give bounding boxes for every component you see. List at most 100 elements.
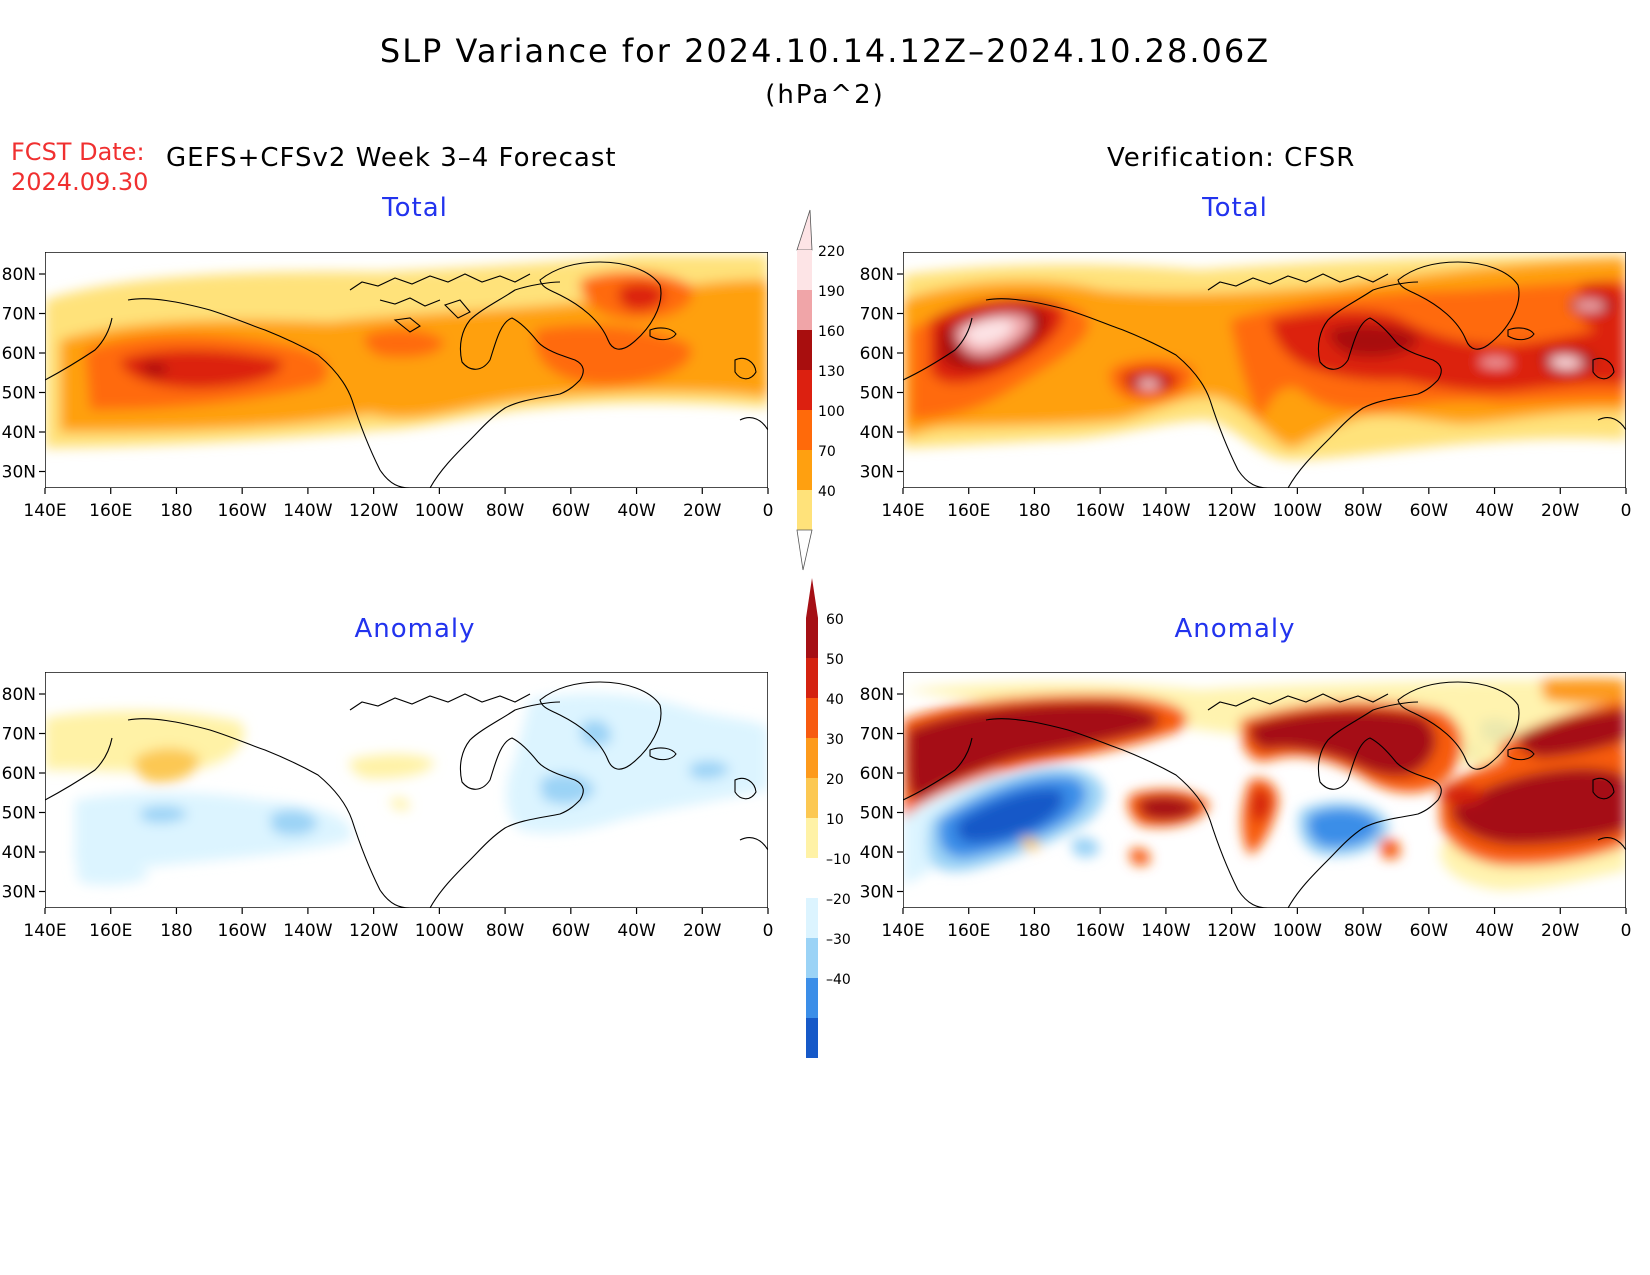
colorbar-swatch: [806, 738, 818, 778]
colorbar-swatch: [797, 290, 812, 330]
lon-tick-label: 80W: [1344, 921, 1383, 941]
lon-tick-label: 180: [1018, 501, 1050, 521]
lon-tick-label: 80W: [1344, 501, 1383, 521]
colorbar-swatch: [806, 858, 818, 898]
lon-tick-label: 140W: [1141, 501, 1190, 521]
colorbar-swatch: [806, 978, 818, 1018]
verif-anomaly-map: [903, 672, 1626, 908]
lat-tick-label: 80N: [2, 265, 36, 285]
lon-tick-label: 140E: [881, 501, 924, 521]
verif-anomaly-title: Anomaly: [1174, 614, 1296, 644]
lon-tick-label: 100W: [1273, 921, 1322, 941]
colorbar-label: 50: [826, 652, 844, 668]
lat-tick-label: 40N: [860, 423, 894, 443]
lon-tick-label: 160W: [1076, 501, 1125, 521]
lon-tick-label: 60W: [552, 501, 591, 521]
lat-tick-label: 70N: [860, 725, 894, 745]
axis-tick-labels: 140E 160E 180 160W 140W 120W 100W 80W 60W 40W 20W 0…: [2, 265, 1632, 941]
coastlines: [45, 681, 768, 908]
lon-tick-label: 20W: [1541, 921, 1580, 941]
colorbar-label: 220: [818, 244, 845, 260]
colorbar-label: 160: [818, 324, 845, 340]
fcst-total-map: [45, 252, 768, 488]
lat-tick-label: 30N: [860, 883, 894, 903]
lat-tick-label: 60N: [2, 764, 36, 784]
fcst-date-label: FCST Date:: [11, 138, 145, 166]
lon-tick-label: 100W: [1273, 501, 1322, 521]
colorbar-cap-bottom: [796, 529, 813, 571]
colorbar-swatch: [806, 778, 818, 818]
lat-tick-label: 40N: [2, 423, 36, 443]
lon-tick-label: 160E: [947, 921, 990, 941]
verif-total-title: Total: [1202, 193, 1268, 223]
colorbar-swatch: [806, 618, 818, 658]
lon-tick-label: 20W: [683, 501, 722, 521]
colorbar-cap-top: [806, 578, 818, 618]
lon-tick-label: 40W: [1475, 921, 1514, 941]
lon-tick-label: 160W: [218, 501, 267, 521]
lat-tick-label: 30N: [860, 463, 894, 483]
colorbar-swatch: [806, 938, 818, 978]
lat-tick-label: 50N: [2, 384, 36, 404]
lon-tick-label: 20W: [1541, 501, 1580, 521]
lat-tick-label: 50N: [860, 804, 894, 824]
lon-tick-label: 100W: [415, 921, 464, 941]
lon-tick-label: 160E: [89, 921, 132, 941]
coastlines: [903, 261, 1626, 488]
lat-tick-label: 70N: [2, 725, 36, 745]
lon-tick-label: 40W: [617, 501, 656, 521]
lon-tick-label: 0: [1621, 501, 1632, 521]
lat-tick-label: 60N: [860, 344, 894, 364]
colorbar-label: 60: [826, 612, 844, 628]
lon-tick-label: 0: [763, 501, 774, 521]
lon-tick-label: 60W: [1410, 501, 1449, 521]
lat-tick-label: 30N: [2, 463, 36, 483]
lon-tick-label: 160W: [1076, 921, 1125, 941]
lon-tick-label: 120W: [349, 921, 398, 941]
lon-tick-label: 140W: [1141, 921, 1190, 941]
colorbar-label: –10: [826, 852, 851, 868]
colorbar-label: –30: [826, 932, 851, 948]
colorbar-label: 10: [826, 812, 844, 828]
lat-tick-label: 70N: [860, 305, 894, 325]
lon-tick-label: 120W: [1207, 921, 1256, 941]
colorbar-label: 20: [826, 772, 844, 788]
lon-tick-label: 0: [1621, 921, 1632, 941]
lon-tick-label: 80W: [486, 501, 525, 521]
lon-tick-label: 140W: [283, 501, 332, 521]
colorbar-label: –20: [826, 892, 851, 908]
lat-tick-label: 80N: [860, 265, 894, 285]
lon-tick-label: 60W: [1410, 921, 1449, 941]
units-label: (hPa^2): [765, 80, 885, 110]
colorbar-swatch: [797, 450, 812, 490]
verification-header: Verification: CFSR: [1107, 143, 1356, 173]
colorbar-label: 130: [818, 364, 845, 380]
lon-tick-label: 160W: [218, 921, 267, 941]
lat-tick-label: 80N: [2, 685, 36, 705]
colorbar-label: 40: [818, 484, 836, 500]
lon-tick-label: 40W: [617, 921, 656, 941]
lon-tick-label: 80W: [486, 921, 525, 941]
colorbar-swatch: [797, 410, 812, 450]
lat-tick-label: 60N: [2, 344, 36, 364]
colorbar-swatch: [806, 698, 818, 738]
lat-tick-label: 80N: [860, 685, 894, 705]
colorbar-swatch: [806, 818, 818, 858]
colorbar-cap-bottom: [806, 1018, 818, 1058]
fcst-total-title: Total: [382, 193, 448, 223]
colorbar-label: 190: [818, 284, 845, 300]
figure-title: SLP Variance for 2024.10.14.12Z–2024.10.…: [379, 32, 1271, 70]
lat-tick-label: 50N: [860, 384, 894, 404]
forecast-header: GEFS+CFSv2 Week 3–4 Forecast: [166, 143, 617, 173]
colorbar-label: –40: [826, 972, 851, 988]
lon-tick-label: 140E: [23, 921, 66, 941]
anomaly-colorbar: 60 50 40 30 20 10 –10 –20 –30 –40: [806, 578, 851, 1058]
lon-tick-label: 60W: [552, 921, 591, 941]
colorbar-swatch: [806, 898, 818, 938]
lon-tick-label: 180: [1018, 921, 1050, 941]
lon-tick-label: 20W: [683, 921, 722, 941]
colorbar-swatch: [797, 330, 812, 370]
colorbar-label: 30: [826, 732, 844, 748]
colorbar-cap-top: [796, 209, 813, 251]
